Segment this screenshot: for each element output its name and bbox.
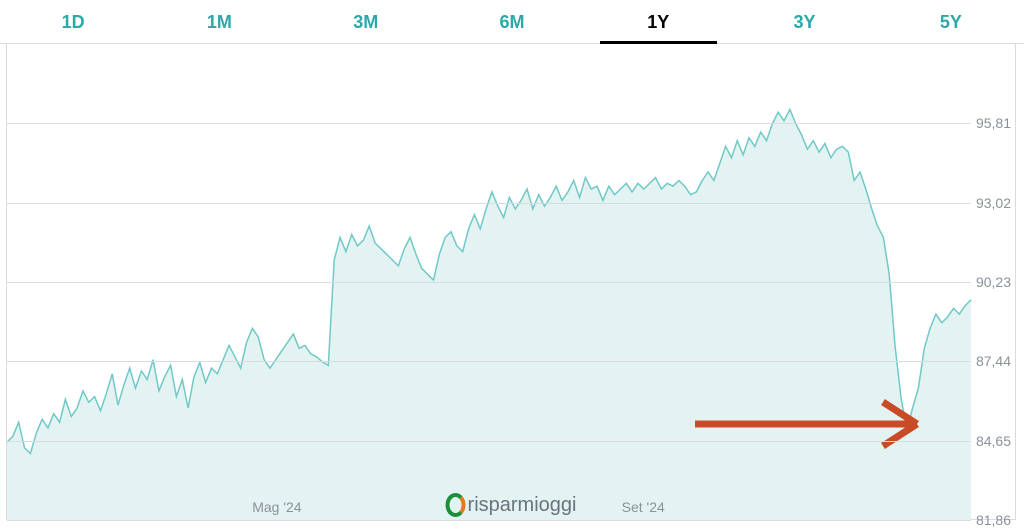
range-tab-1m[interactable]: 1M (146, 0, 292, 43)
range-tab-3m[interactable]: 3M (293, 0, 439, 43)
gridline (7, 441, 971, 442)
range-tabs: 1D1M3M6M1Y3Y5Y (0, 0, 1024, 44)
x-axis-label: Mag '24 (252, 499, 301, 515)
gridline (7, 282, 971, 283)
range-tab-5y[interactable]: 5Y (878, 0, 1024, 43)
range-tab-1d[interactable]: 1D (0, 0, 146, 43)
y-axis-label: 81,86 (976, 512, 1011, 528)
gridline (7, 123, 971, 124)
range-tab-6m[interactable]: 6M (439, 0, 585, 43)
gridline (7, 520, 971, 521)
chart-area: 95,8193,0290,2387,4484,6581,86 Mag '24Se… (6, 44, 1016, 520)
y-axis-label: 87,44 (976, 353, 1011, 369)
range-tab-1y[interactable]: 1Y (585, 0, 731, 43)
y-axis-label: 84,65 (976, 433, 1011, 449)
range-tab-3y[interactable]: 3Y (731, 0, 877, 43)
annotation-arrow (691, 398, 955, 450)
gridline (7, 361, 971, 362)
gridline (7, 203, 971, 204)
y-axis-label: 93,02 (976, 195, 1011, 211)
y-axis-label: 95,81 (976, 115, 1011, 131)
x-axis-label: Set '24 (622, 499, 665, 515)
y-axis-label: 90,23 (976, 274, 1011, 290)
chart-widget: 1D1M3M6M1Y3Y5Y 95,81 93,02 90,23 87,44 84,65… (0, 0, 1024, 530)
